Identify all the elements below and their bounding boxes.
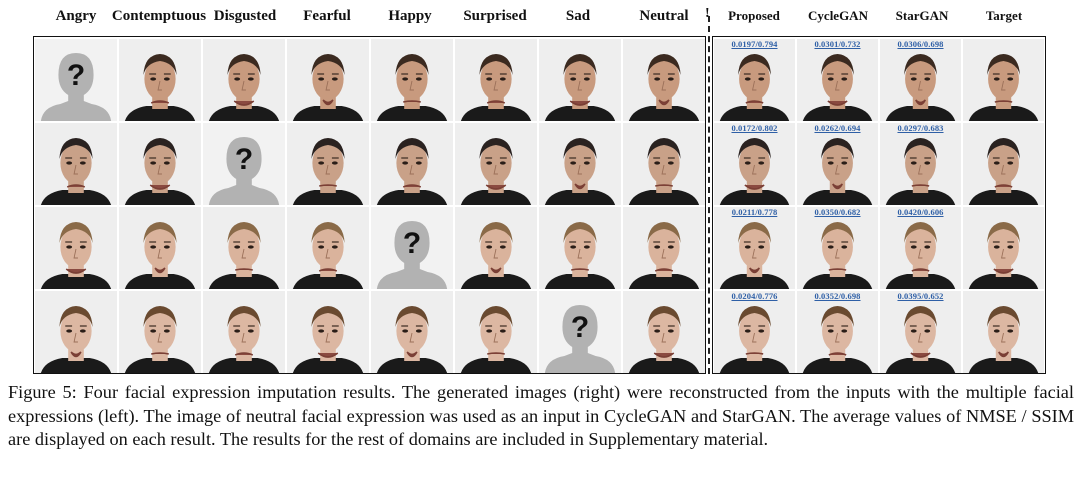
nmse-ssim-label: 0.0306/0.698 [897, 39, 944, 49]
input-face-image [455, 123, 537, 205]
input-expressions-panel: ? [33, 36, 706, 374]
input-face-image [119, 207, 201, 289]
generated-face-image: 0.0395/0.652 [880, 291, 961, 373]
input-header-angry: Angry [16, 8, 136, 34]
input-face-image [203, 207, 285, 289]
input-face-image [203, 39, 285, 121]
nmse-ssim-label: 0.0204/0.776 [731, 291, 778, 301]
input-face-image [623, 207, 705, 289]
output-header-cyclegan: CycleGAN [778, 8, 898, 34]
input-face-image [371, 39, 453, 121]
question-mark-icon: ? [402, 227, 422, 260]
column-header-label: Contemptuous [111, 8, 207, 24]
nmse-ssim-label: 0.0197/0.794 [731, 39, 778, 49]
column-header-label: Fearful [303, 8, 351, 24]
column-header-label: Surprised [463, 8, 527, 24]
separator-mark: ! [705, 6, 710, 21]
output-header-stargan: StarGAN [862, 8, 982, 34]
target-face-image [963, 291, 1044, 373]
input-header-disgusted: Disgusted [185, 8, 305, 34]
nmse-ssim-label: 0.0211/0.778 [731, 207, 778, 217]
question-mark-icon: ? [234, 143, 254, 176]
column-header-label: Happy [388, 8, 432, 24]
generated-face-image: 0.0306/0.698 [880, 39, 961, 121]
column-header-label: Sad [565, 8, 591, 24]
input-header-contemptuous: Contemptuous [99, 8, 219, 34]
output-header-proposed: Proposed [694, 8, 814, 34]
column-header-label: Neutral [639, 8, 689, 24]
column-header-label: Proposed [728, 8, 780, 23]
nmse-ssim-label: 0.0420/0.606 [897, 207, 944, 217]
column-header-label: Target [985, 8, 1023, 23]
column-header-label: CycleGAN [808, 8, 868, 23]
target-face-image [963, 207, 1044, 289]
question-mark-icon: ? [570, 311, 590, 344]
column-header-label: Disgusted [213, 8, 277, 24]
column-header-label: Angry [55, 8, 97, 24]
input-face-image [455, 39, 537, 121]
output-header-target: Target [944, 8, 1064, 34]
generated-face-image: 0.0420/0.606 [880, 207, 961, 289]
input-face-image [203, 291, 285, 373]
input-face-image [455, 291, 537, 373]
input-face-image [623, 291, 705, 373]
input-face-image [35, 207, 117, 289]
target-face-image [963, 39, 1044, 121]
input-face-image [539, 39, 621, 121]
input-face-image [371, 291, 453, 373]
input-face-image [371, 123, 453, 205]
nmse-ssim-label: 0.0172/0.802 [731, 123, 778, 133]
generated-face-image: 0.0172/0.802 [714, 123, 795, 205]
input-face-image [35, 291, 117, 373]
input-header-neutral: Neutral [604, 8, 724, 34]
input-face-image [455, 207, 537, 289]
missing-expression-placeholder: ? [371, 207, 453, 289]
missing-expression-placeholder: ? [539, 291, 621, 373]
input-face-image [287, 207, 369, 289]
generated-face-image: 0.0211/0.778 [714, 207, 795, 289]
input-header-sad: Sad [518, 8, 638, 34]
generated-results-panel: 0.0197/0.794 0.0301/0.732 0.0306/0.698 [712, 36, 1046, 374]
nmse-ssim-label: 0.0262/0.694 [814, 123, 861, 133]
question-mark-icon: ? [66, 59, 86, 92]
generated-face-image: 0.0297/0.683 [880, 123, 961, 205]
input-face-image [287, 123, 369, 205]
input-header-happy: Happy [350, 8, 470, 34]
figure-caption: Figure 5: Four facial expression imputat… [8, 382, 1074, 450]
missing-expression-placeholder: ? [203, 123, 285, 205]
nmse-ssim-label: 0.0350/0.682 [814, 207, 861, 217]
input-face-image [539, 123, 621, 205]
generated-face-image: 0.0352/0.698 [797, 291, 878, 373]
generated-face-image: 0.0204/0.776 [714, 291, 795, 373]
dashed-separator [708, 16, 710, 374]
nmse-ssim-label: 0.0297/0.683 [897, 123, 944, 133]
input-header-fearful: Fearful [267, 8, 387, 34]
input-face-image [287, 291, 369, 373]
input-face-image [287, 39, 369, 121]
input-face-image [539, 207, 621, 289]
nmse-ssim-label: 0.0352/0.698 [814, 291, 861, 301]
generated-face-image: 0.0197/0.794 [714, 39, 795, 121]
input-face-image [623, 123, 705, 205]
target-face-image [963, 123, 1044, 205]
column-header-label: StarGAN [895, 8, 949, 23]
input-face-image [119, 39, 201, 121]
nmse-ssim-label: 0.0395/0.652 [897, 291, 944, 301]
nmse-ssim-label: 0.0301/0.732 [814, 39, 861, 49]
input-face-image [35, 123, 117, 205]
generated-face-image: 0.0262/0.694 [797, 123, 878, 205]
generated-face-image: 0.0350/0.682 [797, 207, 878, 289]
input-face-image [119, 123, 201, 205]
input-face-image [119, 291, 201, 373]
input-header-surprised: Surprised [435, 8, 555, 34]
generated-face-image: 0.0301/0.732 [797, 39, 878, 121]
missing-expression-placeholder: ? [35, 39, 117, 121]
input-face-image [623, 39, 705, 121]
